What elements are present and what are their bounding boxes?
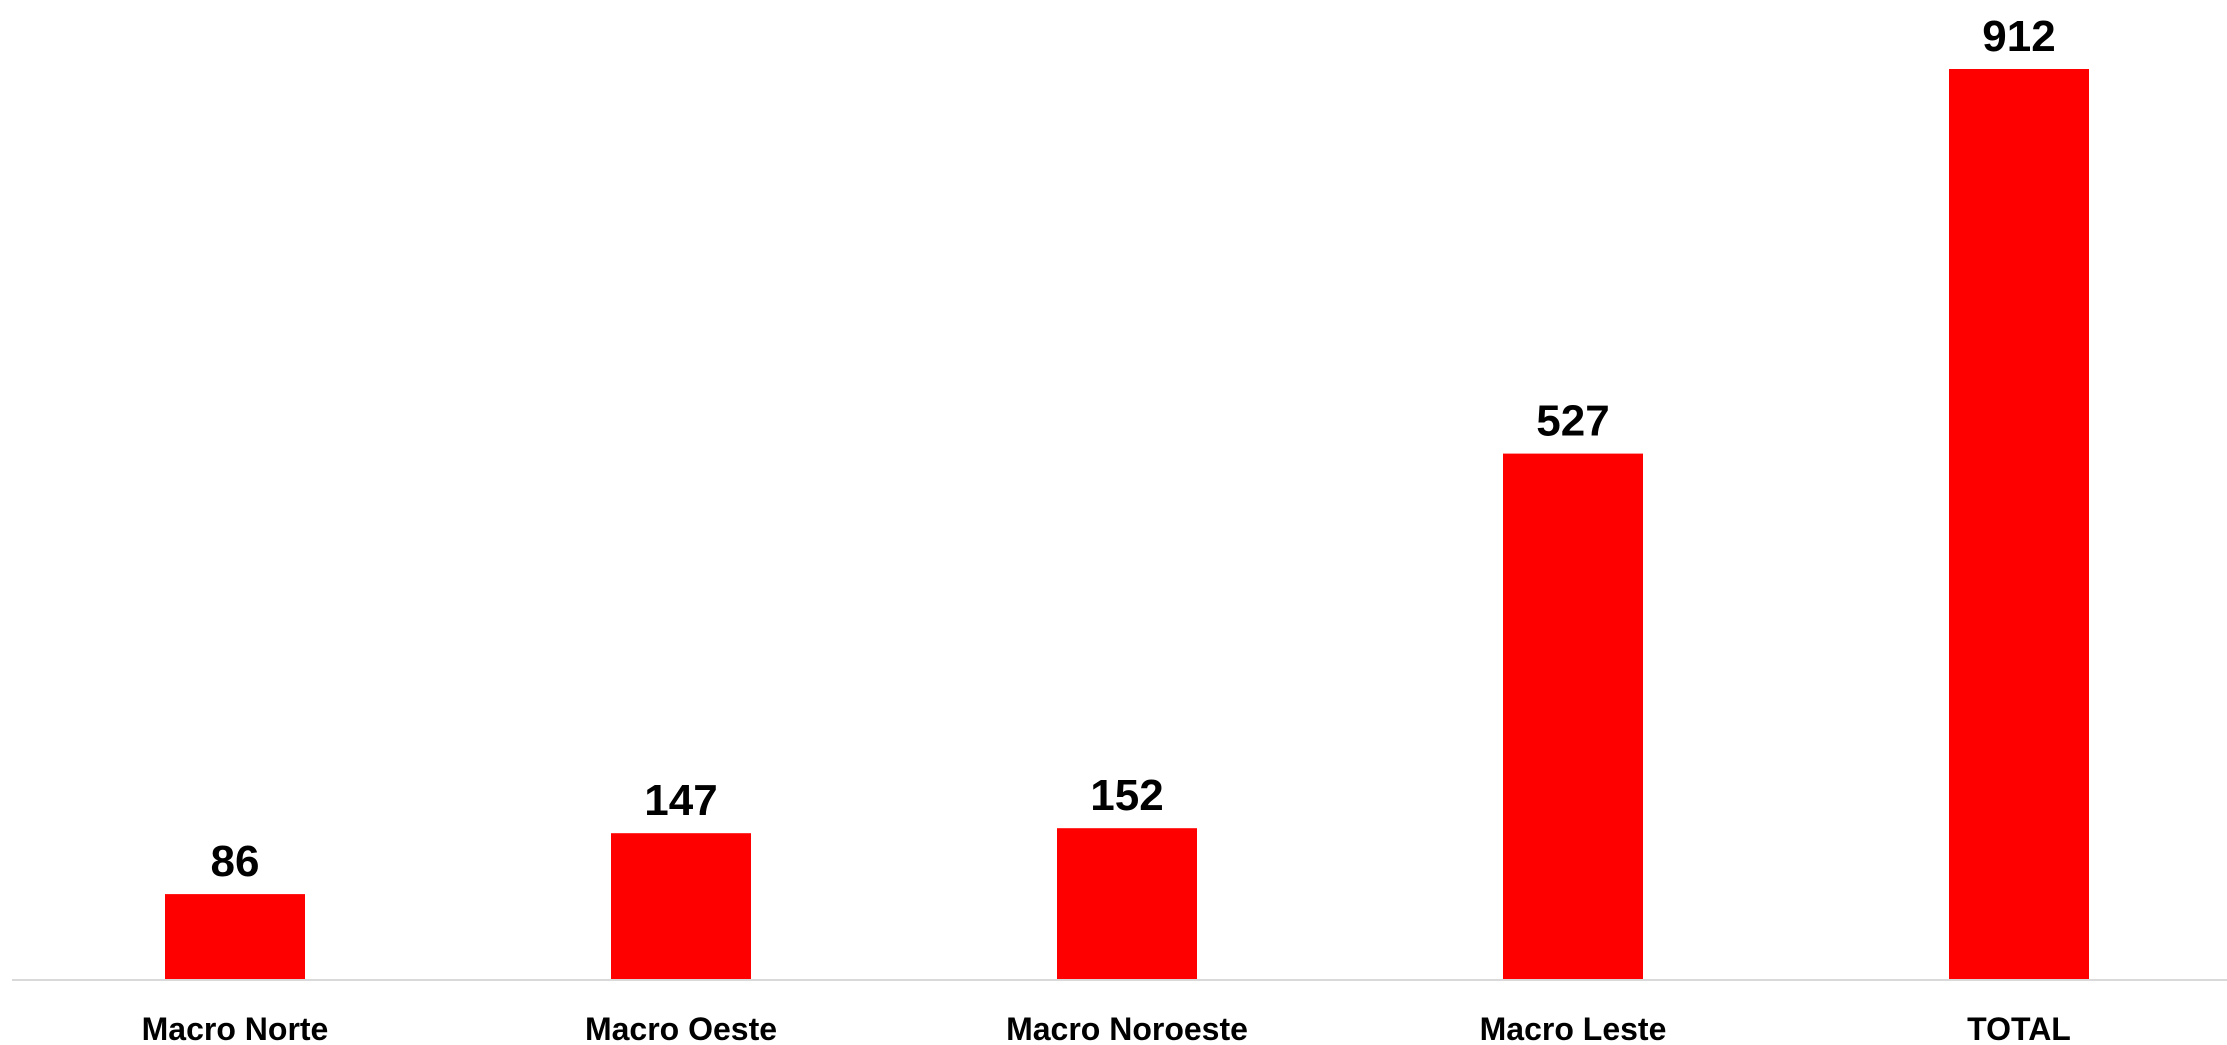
value-label-macro-leste: 527	[1536, 397, 1609, 446]
value-label-macro-noroeste: 152	[1090, 771, 1163, 820]
value-label-macro-norte: 86	[211, 837, 260, 886]
value-label-macro-oeste: 147	[644, 776, 717, 825]
x-tick-label-macro-oeste: Macro Oeste	[585, 1011, 777, 1045]
bars-group	[165, 69, 2089, 981]
value-label-total: 912	[1982, 12, 2055, 61]
x-tick-label-macro-norte: Macro Norte	[142, 1011, 329, 1045]
x-tick-label-macro-noroeste: Macro Noroeste	[1006, 1011, 1248, 1045]
x-tick-labels-group: Macro Norte Macro Oeste Macro Noroeste Macr…	[142, 1011, 2071, 1045]
x-tick-label-total: TOTAL	[1967, 1011, 2071, 1045]
bar-macro-norte	[165, 894, 305, 980]
x-tick-label-macro-leste: Macro Leste	[1480, 1011, 1667, 1045]
bar-total	[1949, 69, 2089, 980]
value-labels-group: 86 147 152 527 912	[211, 12, 2056, 886]
bar-macro-noroeste	[1057, 828, 1197, 980]
bar-macro-oeste	[611, 833, 751, 980]
bar-macro-leste	[1503, 453, 1643, 981]
